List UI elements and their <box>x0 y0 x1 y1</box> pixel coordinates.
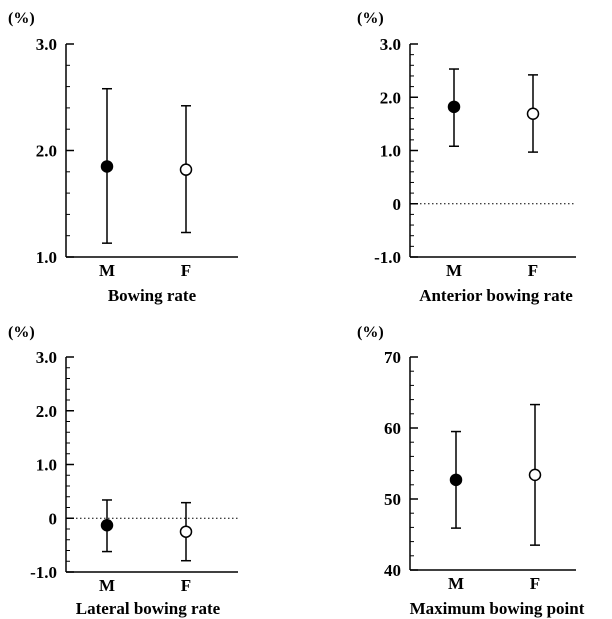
chart-panel-3: (%) -1.0 0 1.0 2.0 3.0 M F Lateral bowing rate <box>8 324 238 618</box>
chart-panel-2: (%) -1.0 0 1.0 2.0 3.0 M F Anterior bowing rate <box>357 10 576 305</box>
y-tick-label: 2.0 <box>36 402 57 421</box>
mean-marker-f <box>526 107 540 121</box>
y-tick-label: 3.0 <box>380 35 401 54</box>
y-tick-label: 0 <box>393 195 402 214</box>
category-label-f: F <box>530 574 540 593</box>
chart-panel-1: (%) 1.0 2.0 3.0 M F Bowing rate <box>8 10 238 305</box>
unit-label: (%) <box>357 10 384 27</box>
panel-title: Bowing rate <box>108 286 197 305</box>
y-tick-label: 0 <box>49 509 58 528</box>
y-tick-label: -1.0 <box>30 563 57 582</box>
y-tick-label: 1.0 <box>36 456 57 475</box>
y-tick-label: 70 <box>384 348 401 367</box>
category-label-f: F <box>181 261 191 280</box>
y-tick-label: 1.0 <box>36 248 57 267</box>
chart-panel-4: (%) 40 50 60 70 M F Maximum bowing point <box>357 324 585 618</box>
unit-label: (%) <box>8 324 35 341</box>
y-tick-label: 2.0 <box>380 88 401 107</box>
unit-label: (%) <box>8 10 35 27</box>
category-label-f: F <box>181 576 191 595</box>
panel-title: Lateral bowing rate <box>76 599 221 618</box>
panel-title: Anterior bowing rate <box>419 286 573 305</box>
y-tick-label: 3.0 <box>36 35 57 54</box>
mean-marker-f <box>528 468 542 482</box>
unit-label: (%) <box>357 324 384 341</box>
mean-marker-f <box>179 163 193 176</box>
y-tick-label: 50 <box>384 490 401 509</box>
category-label-m: M <box>99 576 115 595</box>
category-label-m: M <box>448 574 464 593</box>
mean-marker-m <box>447 100 461 114</box>
y-tick-label: 1.0 <box>380 142 401 161</box>
category-label-m: M <box>446 261 462 280</box>
y-tick-label: 60 <box>384 419 401 438</box>
category-label-m: M <box>99 261 115 280</box>
y-tick-label: -1.0 <box>374 248 401 267</box>
y-tick-label: 40 <box>384 561 401 580</box>
y-tick-label: 2.0 <box>36 142 57 161</box>
mean-marker-m <box>100 518 114 532</box>
panel-title: Maximum bowing point <box>410 599 585 618</box>
mean-marker-m <box>100 160 114 173</box>
mean-marker-m <box>449 473 463 487</box>
mean-marker-f <box>179 525 193 538</box>
y-tick-label: 3.0 <box>36 348 57 367</box>
category-label-f: F <box>528 261 538 280</box>
